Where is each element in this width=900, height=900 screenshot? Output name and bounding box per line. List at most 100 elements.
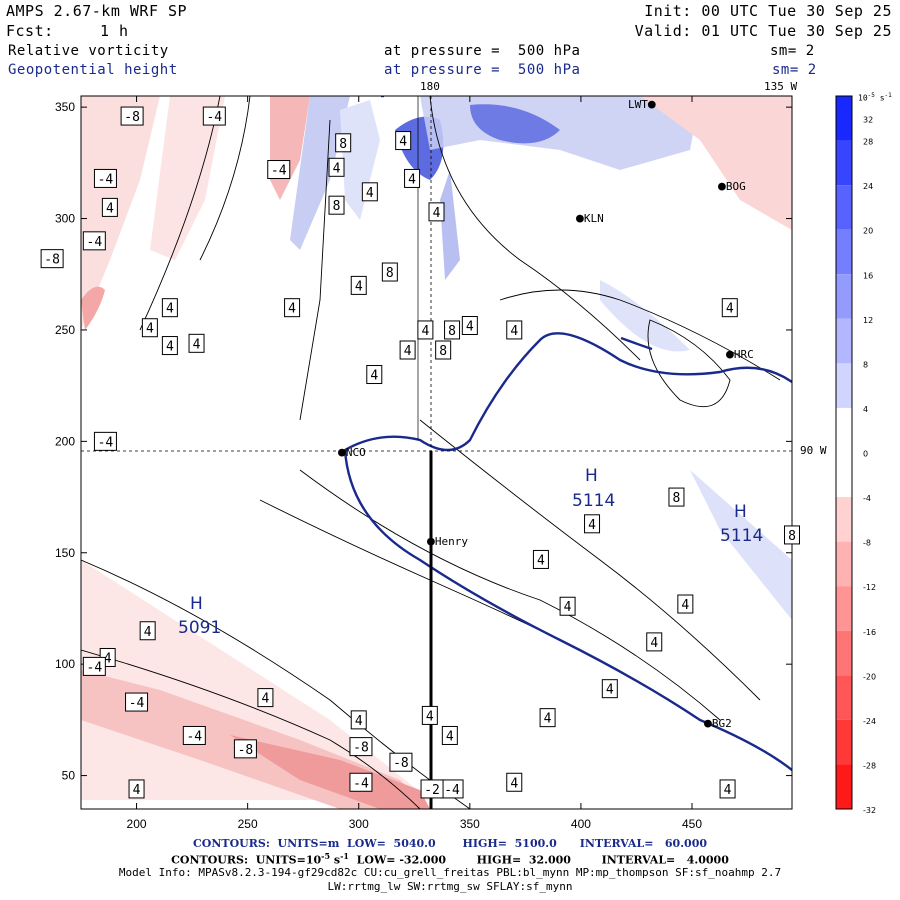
high-value-3: 5091 (178, 618, 222, 638)
contour-label-box (139, 621, 156, 641)
contour-label-value: 4 (133, 783, 141, 798)
contour-label-box (677, 594, 694, 614)
contour-label-value: 4 (355, 279, 363, 294)
contour-label: 4 (128, 779, 145, 799)
contour-label: 4 (719, 779, 736, 799)
contour-label-value: 4 (446, 729, 454, 744)
contour-label: -4 (93, 431, 117, 451)
colorbar-label: -8 (863, 539, 871, 548)
colorbar-label: 16 (863, 271, 873, 280)
contour-label: 4 (328, 157, 345, 177)
contour-label: 8 (668, 487, 685, 507)
contour-label-value: 4 (106, 201, 114, 216)
contour-label-box (82, 656, 106, 676)
contour-label-value: -4 (271, 164, 287, 179)
station-nco-label: NCO (345, 446, 366, 459)
contour-label-box (188, 333, 205, 353)
contour-label-value: 4 (681, 598, 689, 613)
contour-label: -4 (82, 656, 106, 676)
valid-time: Valid: 01 UTC Tue 30 Sep 25 (634, 22, 892, 40)
contour-label: 8 (435, 340, 452, 360)
field1-name: Relative vorticity (8, 43, 169, 59)
footer-line2-exp2: -1 (340, 851, 349, 861)
station-bog-label: BOG (725, 180, 746, 193)
contour-label: 4 (646, 632, 663, 652)
footer-line2-exp: -5 (321, 851, 331, 861)
contour-label: 4 (188, 333, 205, 353)
contour-label-value: 4 (166, 340, 174, 355)
station-hrc-label: HRC (733, 348, 754, 361)
colorbar-label: 28 (863, 138, 873, 147)
contour-label-value: 4 (726, 302, 734, 317)
colorbar-segment (836, 274, 852, 319)
contour-label-value: 4 (193, 337, 201, 352)
footer-model-info: Model Info: MPASv8.2.3-194-gf29cd82c CU:… (118, 866, 782, 879)
contour-label-box (381, 262, 398, 282)
contour-label: 4 (532, 549, 549, 569)
contour-label: -4 (349, 772, 373, 792)
contour-label-value: -4 (87, 660, 103, 675)
contour-label-value: 4 (544, 712, 552, 727)
colorbar-segment (836, 407, 852, 453)
colorbar-label: -28 (863, 761, 876, 770)
field2-name: Geopotential height (8, 62, 178, 78)
high-value-2: 5114 (720, 526, 764, 546)
contour-label: -2 (420, 779, 444, 799)
contour-label-value: -2 (424, 783, 440, 798)
contour-label-box (721, 298, 738, 318)
contour-label-value: 4 (262, 692, 270, 707)
colorbar-label: 20 (863, 227, 873, 236)
colorbar-segment (836, 675, 852, 720)
contour-label-value: 4 (588, 518, 596, 533)
colorbar-segment (836, 363, 852, 408)
contour-label-value: 4 (288, 302, 296, 317)
forecast-label: Fcst: (6, 22, 54, 40)
x-tick-label: 350 (460, 817, 480, 831)
contour-label-value: -4 (129, 696, 145, 711)
colorbar-label: 4 (863, 405, 868, 414)
contour-label-value: 8 (448, 324, 456, 339)
contour-label: 4 (399, 340, 416, 360)
x-axis: 200 250 300 350 400 450 (127, 96, 702, 831)
contour-label-value: 4 (144, 625, 152, 640)
contour-label-value: -8 (393, 756, 409, 771)
contour-label-box (257, 688, 274, 708)
contour-label-box (349, 772, 373, 792)
init-time: Init: 00 UTC Tue 30 Sep 25 (644, 2, 892, 20)
contour-label-value: -4 (206, 110, 222, 125)
colorbar-segment (836, 96, 852, 141)
y-tick-label: 300 (55, 212, 75, 226)
contour-label-box (461, 315, 478, 335)
contour-label-value: 4 (366, 186, 374, 201)
contour-label-value: -4 (353, 776, 369, 791)
colorbar-label: -24 (863, 717, 876, 726)
contour-label: 4 (350, 710, 367, 730)
contour-label-value: -4 (444, 783, 460, 798)
colorbar-segment (836, 764, 852, 809)
lon-label-180: 180 (420, 80, 440, 93)
contour-label: 4 (441, 725, 458, 745)
contour-label: 4 (257, 688, 274, 708)
station-hrc: ●HRC (726, 347, 754, 362)
contour-label: 4 (141, 318, 158, 338)
colorbar: 32 28 24 20 16 12 8 4 0 -4 -8 -12 -16 -20 -24 -28 -32 (835, 95, 876, 815)
contour-label-box (389, 752, 413, 772)
contour-label-box (719, 779, 736, 799)
forecast-hour: 1 h (100, 22, 129, 40)
contour-label-box (120, 106, 144, 126)
contour-label-box (141, 318, 158, 338)
contour-label-value: 8 (386, 266, 394, 281)
contour-label-box (267, 160, 291, 180)
contour-label: 4 (677, 594, 694, 614)
colorbar-units-suffix: s (879, 93, 885, 103)
contour-label: -4 (202, 106, 226, 126)
colorbar-segment (836, 719, 852, 765)
colorbar-segment (836, 497, 852, 542)
contour-label: -8 (40, 249, 64, 269)
station-bog: ●BOG (718, 179, 746, 194)
high-symbol-1: H (585, 466, 598, 486)
contour-label-box (161, 336, 178, 356)
colorbar-label: 0 (863, 450, 868, 459)
y-tick-label: 100 (55, 657, 75, 671)
